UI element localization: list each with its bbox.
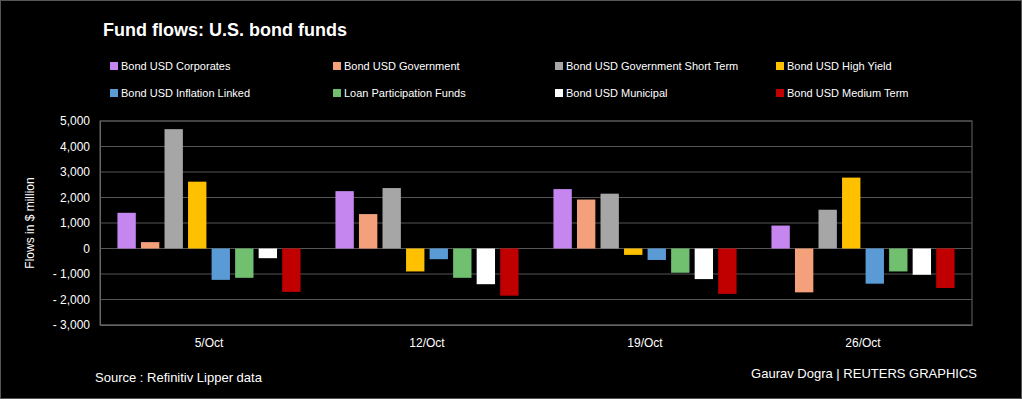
legend-swatch	[110, 62, 118, 70]
bar	[695, 249, 713, 280]
legend-swatch	[333, 89, 341, 97]
bar	[718, 249, 736, 294]
grid-line	[100, 325, 972, 326]
bar	[936, 249, 954, 289]
y-tick: 4,000	[60, 140, 100, 154]
x-tick: 5/Oct	[195, 325, 224, 350]
y-tick-label: 2,000	[60, 191, 90, 205]
y-tick: 5,000	[60, 114, 100, 128]
bar	[335, 191, 353, 248]
source: Source : Refinitiv Lipper data	[95, 370, 263, 385]
y-axis: 5,000 4,000 3,000 2,000 1,000 0 - 1,000 - 2,000…	[53, 114, 101, 332]
y-tick-label: 0	[83, 242, 90, 256]
bar	[359, 214, 377, 248]
bar	[601, 194, 619, 249]
title: Fund flows: U.S. bond funds	[103, 20, 347, 40]
bar	[671, 249, 689, 273]
bar	[577, 200, 595, 249]
background	[1, 1, 1022, 399]
bar	[795, 249, 813, 293]
bar	[117, 213, 135, 249]
y-tick: 3,000	[60, 165, 100, 179]
bar	[383, 188, 401, 248]
y-tick: - 2,000	[53, 293, 100, 307]
credit: Gaurav Dogra | REUTERS GRAPHICS	[751, 366, 977, 381]
bar	[842, 178, 860, 249]
grid-line	[100, 146, 972, 147]
bar	[913, 249, 931, 275]
y-tick: 0	[83, 242, 100, 256]
bar	[235, 249, 253, 278]
y-tick-label: - 1,000	[53, 267, 91, 281]
x-tick: 26/Oct	[845, 325, 881, 350]
bar	[624, 249, 642, 255]
legend-label: Bond USD Government Short Term	[566, 60, 738, 72]
grid-line	[100, 299, 972, 300]
y-tick: - 1,000	[53, 267, 100, 281]
bar	[406, 249, 424, 272]
y-tick-label: 4,000	[60, 140, 90, 154]
bar	[866, 249, 884, 284]
bar	[188, 182, 206, 249]
legend-label: Bond USD High Yield	[787, 60, 892, 72]
legend-swatch	[110, 89, 118, 97]
x-tick-label: 12/Oct	[409, 336, 445, 350]
legend-swatch	[555, 62, 563, 70]
bars	[117, 129, 954, 296]
bar	[141, 242, 159, 248]
y-tick-label: - 2,000	[53, 293, 91, 307]
grid	[100, 121, 972, 325]
bar	[500, 249, 518, 296]
y-tick: 1,000	[60, 216, 100, 230]
x-axis: 5/Oct 12/Oct 19/Oct 26/Oct	[101, 325, 973, 350]
legend-label: Bond USD Corporates	[121, 60, 231, 72]
legend-label: Bond USD Government	[344, 60, 460, 72]
x-tick: 19/Oct	[627, 325, 663, 350]
x-tick-label: 19/Oct	[627, 336, 663, 350]
legend-swatch	[776, 62, 784, 70]
legend-label: Bond USD Municipal	[566, 87, 668, 99]
x-axis-line	[101, 325, 973, 326]
bar	[282, 249, 300, 292]
legend: Bond USD Corporates Bond USD Government Bo…	[110, 60, 908, 99]
bar	[553, 189, 571, 248]
bar	[771, 226, 789, 249]
x-tick-label: 5/Oct	[195, 336, 224, 350]
legend-label: Loan Participation Funds	[344, 87, 466, 99]
bar	[889, 249, 907, 272]
bar	[648, 249, 666, 260]
y-tick: - 3,000	[53, 318, 100, 332]
grid-line	[100, 248, 972, 249]
legend-label: Bond USD Inflation Linked	[121, 87, 250, 99]
bar	[165, 129, 183, 248]
legend-label: Bond USD Medium Term	[787, 87, 908, 99]
grid-line	[100, 121, 972, 122]
grid-line	[100, 197, 972, 198]
chart: Fund flows: U.S. bond funds Bond USD Corp…	[0, 0, 1022, 399]
grid-line	[100, 172, 972, 173]
bar	[259, 249, 277, 259]
y-tick-label: - 3,000	[53, 318, 91, 332]
grid-line	[100, 274, 972, 275]
x-tick: 12/Oct	[409, 325, 445, 350]
plot-frame	[100, 121, 972, 325]
y-tick-label: 5,000	[60, 114, 90, 128]
y-axis-title: Flows in $ million	[23, 177, 37, 268]
legend-swatch	[333, 62, 341, 70]
bar	[212, 249, 230, 280]
bar	[477, 249, 495, 285]
y-tick-label: 3,000	[60, 165, 90, 179]
bar	[819, 210, 837, 249]
x-tick-label: 26/Oct	[845, 336, 881, 350]
grid-line	[100, 223, 972, 224]
legend-swatch	[555, 89, 563, 97]
bar	[453, 249, 471, 278]
y-tick-label: 1,000	[60, 216, 90, 230]
y-axis-line	[100, 122, 101, 326]
plot: 5,000 4,000 3,000 2,000 1,000 0 - 1,000 - 2,000…	[53, 114, 973, 349]
y-tick: 2,000	[60, 191, 100, 205]
bar	[430, 249, 448, 260]
legend-swatch	[776, 89, 784, 97]
